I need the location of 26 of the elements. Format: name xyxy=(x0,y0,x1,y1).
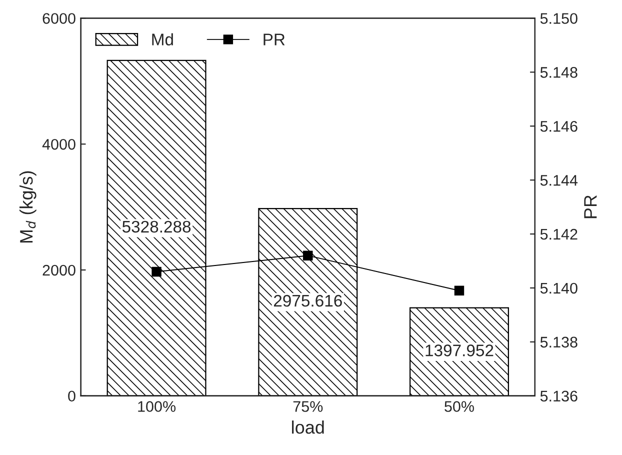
data-label: 1397.952 xyxy=(426,344,494,356)
y-tick-label: 4000 xyxy=(42,138,76,150)
point xyxy=(454,286,464,296)
point xyxy=(303,250,313,260)
y2-axis-title: PR xyxy=(584,195,597,218)
x-tick-label: 100% xyxy=(138,401,176,412)
point xyxy=(152,266,162,277)
y-tick-label: 6000 xyxy=(42,13,76,24)
y-axis-title: M$_{d}$ (kg/s) xyxy=(19,171,36,243)
y2-tick-label: 5.138 xyxy=(540,336,578,348)
legend-label: Md xyxy=(152,33,173,46)
y2-tick-label: 5.146 xyxy=(540,120,578,132)
y-tick-label: 0 xyxy=(68,390,76,402)
data-label: 5328.288 xyxy=(122,220,191,233)
y2-tick-label: 5.140 xyxy=(540,282,578,294)
legend-label: PR xyxy=(264,34,285,46)
y2-tick-label: 5.142 xyxy=(540,228,578,240)
y-tick-label: 2000 xyxy=(42,264,76,276)
x-axis-title: load xyxy=(292,420,324,434)
y2-tick-label: 5.144 xyxy=(540,175,578,186)
x-tick-label: 75% xyxy=(293,401,323,412)
y2-tick-label: 5.136 xyxy=(540,390,578,402)
y2-tick-label: 5.148 xyxy=(540,67,578,78)
data-label: 2975.616 xyxy=(274,294,342,307)
x-tick-label: 50% xyxy=(444,401,474,412)
y2-tick-label: 5.150 xyxy=(540,13,578,24)
